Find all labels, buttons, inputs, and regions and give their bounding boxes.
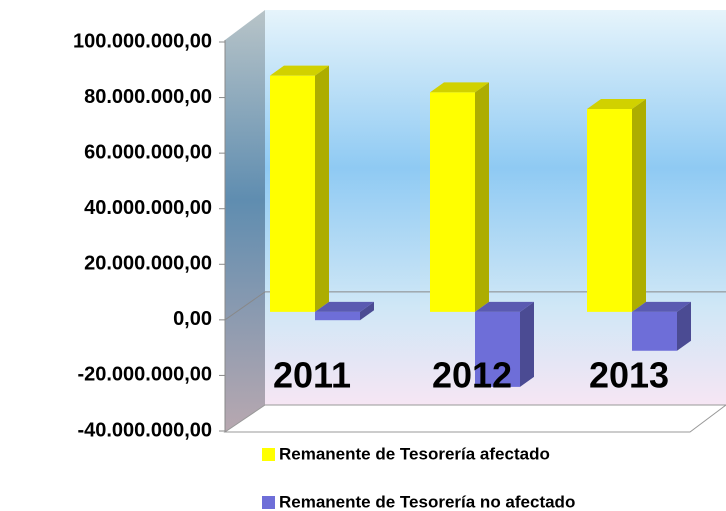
bar [270,65,329,312]
bar [475,301,534,387]
bar-face [587,99,646,110]
bar [430,82,489,312]
y-tick-label: 40.000.000,00 [84,197,212,219]
legend-swatch [262,448,275,461]
bar-face [360,301,374,321]
side-wall [225,10,265,432]
floor [223,404,726,433]
bar-face [632,99,646,312]
bar-face [315,65,329,312]
y-tick-label: 60.000.000,00 [84,141,212,163]
y-tick-label: 20.000.000,00 [84,253,212,275]
bar-face [430,92,475,312]
y-tick-label: 80.000.000,00 [84,86,212,108]
bar-face [475,301,534,312]
bar-face [632,301,691,312]
x-tick-label: 2012 [432,355,512,396]
bar [315,301,374,321]
bar-face [270,75,315,312]
y-tick-label: -20.000.000,00 [77,364,212,386]
x-tick-label: 2013 [589,355,669,396]
y-tick-label: 0,00 [173,308,212,330]
bar-face [475,311,520,387]
legend-label: Remanente de Tesorería no afectado [279,492,575,511]
bar [632,301,691,351]
bar-face [315,301,374,312]
y-tick-label: 100.000.000,00 [73,30,212,52]
bar-face [632,311,677,351]
x-tick-label: 2011 [273,355,351,396]
legend-swatch [262,496,275,509]
bar-face [475,82,489,312]
bar-face [677,301,691,351]
y-tick-label: -40.000.000,00 [77,419,212,441]
zero-line [224,291,266,321]
bar-face [430,82,489,93]
bar-face [587,109,632,312]
bar-face [270,65,329,76]
bar [587,99,646,312]
bar-face [520,301,534,387]
bar-face [315,311,360,321]
legend-label: Remanente de Tesorería afectado [279,444,550,463]
